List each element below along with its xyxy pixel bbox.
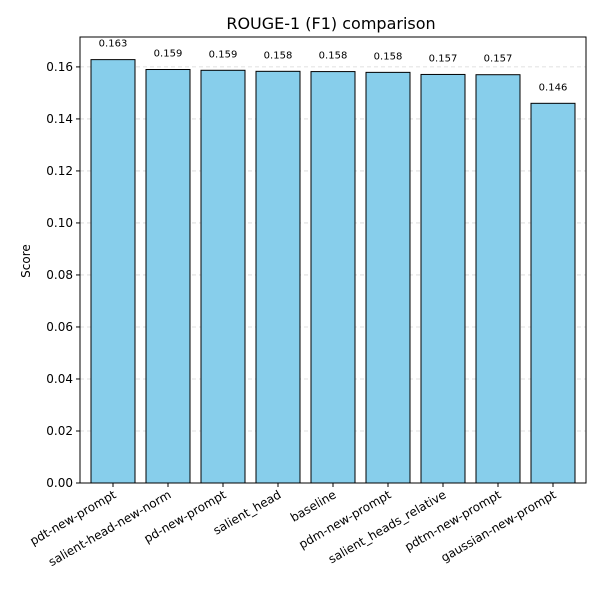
bar-value-label: 0.157 [484,54,513,65]
chart-title: ROUGE-1 (F1) comparison [226,14,435,33]
bar [310,71,356,484]
bar [365,71,411,484]
bar-value-label: 0.159 [209,49,238,60]
bar-value-label: 0.158 [319,51,348,62]
bar [90,59,136,484]
bar [200,69,246,484]
y-tick-label: 0.00 [46,476,73,490]
bar [530,102,576,484]
y-tick-label: 0.02 [46,424,73,438]
y-axis-label: Score [19,244,33,278]
x-tick-label: pdm-new-prompt [296,487,393,551]
bar-value-label: 0.157 [429,53,458,64]
bar [145,69,191,484]
bar-value-label: 0.146 [539,82,568,93]
y-tick-label: 0.10 [46,216,73,230]
x-ticks: pdt-new-promptsalient-head-new-normpd-ne… [27,483,559,569]
bars [90,59,576,484]
bar-value-label: 0.163 [99,39,128,50]
y-tick-label: 0.06 [46,320,73,334]
bar [475,74,521,484]
y-ticks: 0.00 0.02 0.04 0.06 0.08 0.10 0.12 0.14 0.16 [46,60,80,490]
bar-value-label: 0.158 [264,50,293,61]
bar-value-label: 0.159 [154,49,183,60]
y-tick-label: 0.16 [46,60,73,74]
y-tick-label: 0.04 [46,372,73,386]
bar [420,73,466,484]
y-tick-label: 0.08 [46,268,73,282]
y-tick-label: 0.12 [46,164,73,178]
bar [255,70,301,484]
y-tick-label: 0.14 [46,112,73,126]
data-labels: 0.163 0.159 0.159 0.158 0.158 0.158 0.157 0.157… [99,39,568,94]
bar-value-label: 0.158 [374,51,403,62]
plot-frame [79,36,587,484]
